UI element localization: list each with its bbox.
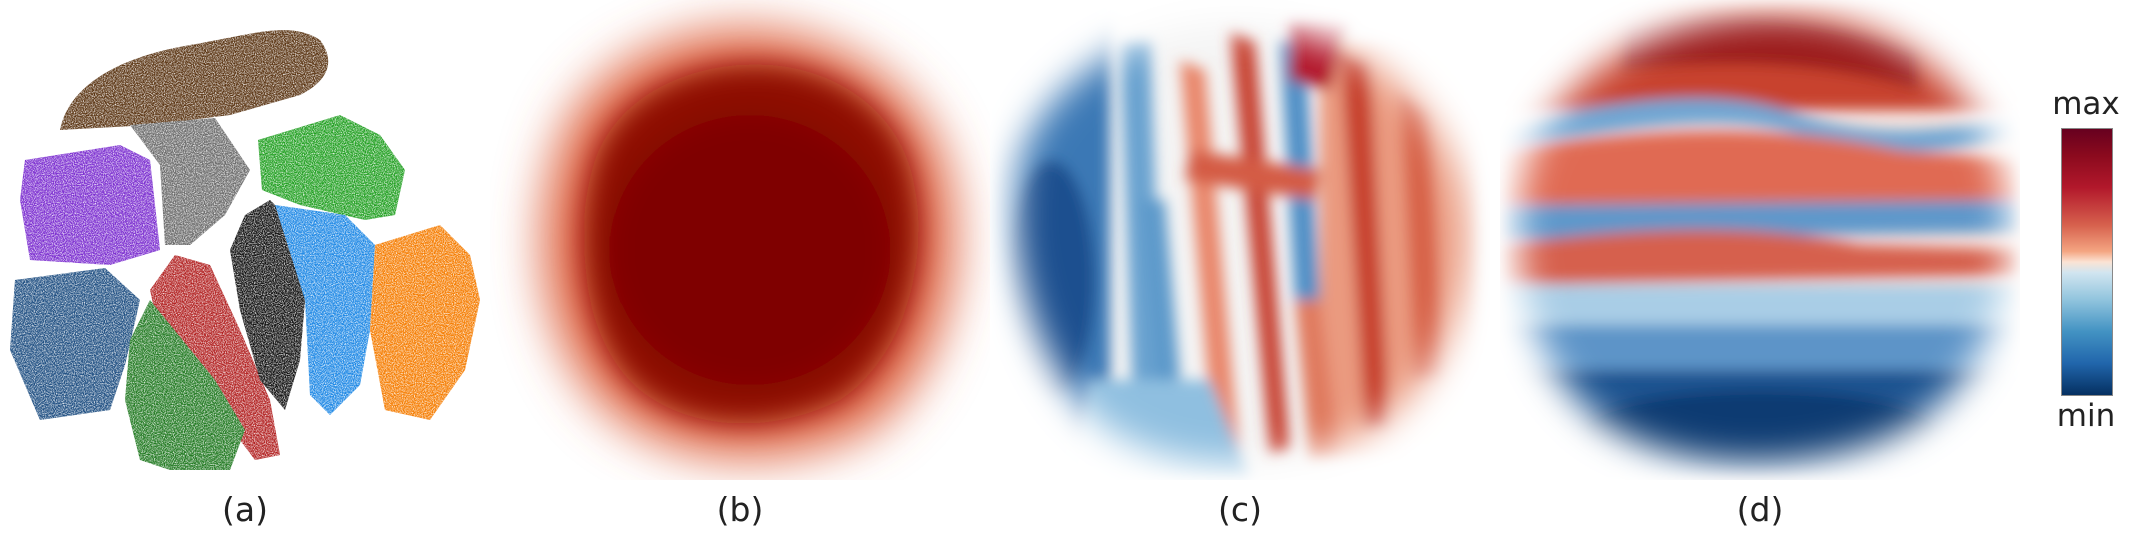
caption-d: (d) [1736, 490, 1784, 529]
caption-b: (b) [716, 490, 764, 529]
panel-d [1500, 0, 2020, 480]
cluster-scatter-plot [10, 30, 480, 470]
panel-a [0, 0, 490, 480]
panel-c [990, 0, 1490, 480]
panel-b [490, 0, 990, 480]
colorbar [2061, 128, 2113, 396]
density-map [542, 28, 957, 459]
feature-map-d [1500, 0, 2020, 480]
point-texture [10, 30, 480, 470]
colorbar-max-label: max [2052, 86, 2120, 122]
caption-c: (c) [1218, 490, 1262, 529]
feature-map-c [990, 0, 1490, 480]
caption-a: (a) [222, 490, 268, 529]
colorbar-min-label: min [2056, 398, 2116, 434]
